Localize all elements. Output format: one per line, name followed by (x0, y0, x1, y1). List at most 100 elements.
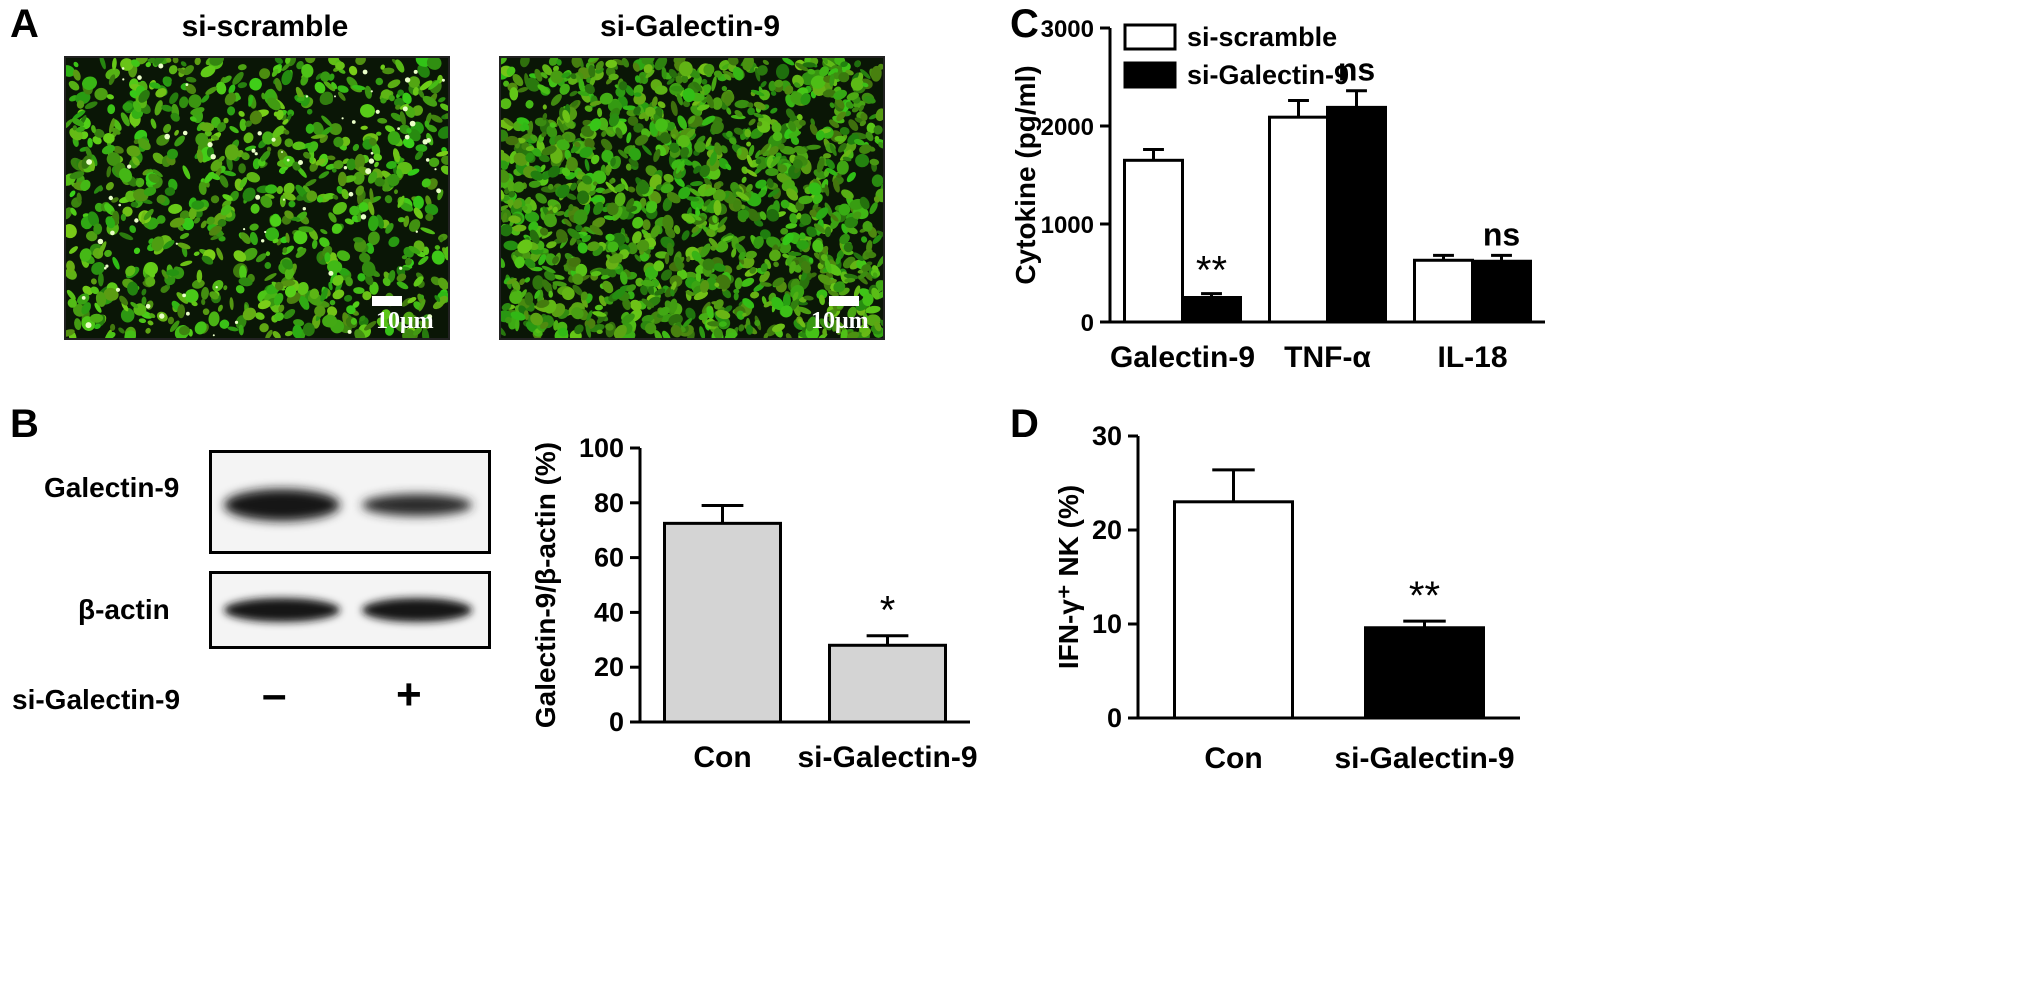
fluorescent-cell (624, 236, 630, 244)
bright-cell (255, 194, 261, 200)
fluorescent-cell (541, 131, 547, 138)
fluorescent-cell (712, 97, 723, 110)
fluorescent-cell (430, 114, 443, 123)
fluorescent-cell (321, 126, 333, 136)
fluorescent-cell (799, 119, 806, 126)
micrograph-right-title: si-Galectin-9 (599, 10, 781, 43)
bright-cell (175, 242, 178, 245)
scale-bar-left (372, 296, 402, 306)
fluorescent-cell (364, 274, 374, 286)
fluorescent-cell (399, 111, 406, 126)
fluorescent-cell (870, 65, 882, 82)
fluorescent-cell (279, 194, 286, 208)
fluorescent-cell (862, 293, 874, 307)
chart-c-significance-label: ns (1483, 216, 1520, 252)
fluorescent-cell (222, 194, 233, 201)
fluorescent-cell (872, 272, 878, 278)
fluorescent-cell (574, 324, 584, 335)
fluorescent-cell (73, 61, 79, 68)
fluorescent-cell (612, 206, 623, 221)
fluorescent-cell (846, 172, 856, 183)
chart-c-significance-label: ** (1196, 249, 1227, 293)
fluorescent-cell (662, 197, 673, 212)
fluorescent-cell (745, 183, 753, 193)
fluorescent-cell (782, 253, 790, 258)
fluorescent-cell (503, 240, 519, 251)
fluorescent-cell (645, 165, 658, 177)
fluorescent-cell (722, 235, 734, 242)
fluorescent-cell (271, 68, 279, 77)
fluorescent-cell (201, 286, 209, 300)
fluorescent-cell (862, 221, 873, 232)
fluorescent-cell (517, 239, 533, 254)
fluorescent-cell (789, 213, 798, 225)
fluorescent-cell (619, 271, 628, 285)
fluorescent-cell (677, 134, 690, 148)
fluorescent-cell (94, 323, 101, 330)
fluorescent-cell (407, 168, 420, 176)
fluorescent-cell (525, 100, 534, 109)
fluorescent-cell (843, 273, 859, 280)
fluorescent-cell (824, 226, 832, 238)
fluorescent-cell (386, 161, 397, 169)
fluorescent-cell (156, 194, 166, 204)
fluorescent-cell (690, 181, 703, 187)
fluorescent-cell (855, 153, 870, 168)
fluorescent-cell (146, 262, 156, 278)
chart-d-y-tick-label: 20 (1092, 515, 1122, 545)
fluorescent-cell (548, 58, 559, 66)
fluorescent-cell (228, 84, 236, 95)
fluorescent-cell (542, 112, 548, 121)
fluorescent-cell (829, 73, 835, 87)
fluorescent-cell (163, 123, 172, 134)
fluorescent-cell (775, 63, 790, 80)
fluorescent-cell (517, 87, 529, 93)
fluorescent-cell (174, 129, 179, 136)
fluorescent-cell (859, 120, 867, 127)
fluorescent-cell (346, 305, 356, 315)
chart-c-bar-galectin-9-si-galectin-9 (1181, 296, 1242, 324)
fluorescent-cell (681, 75, 689, 84)
fluorescent-cell (119, 295, 129, 306)
fluorescent-cell (528, 180, 541, 188)
fluorescent-cell (726, 130, 733, 138)
fluorescent-cell (700, 279, 710, 293)
fluorescent-cell (584, 158, 590, 172)
fluorescent-cell (640, 279, 655, 287)
fluorescent-cell (385, 223, 394, 234)
fluorescent-cell (201, 255, 214, 265)
fluorescent-cell (571, 100, 579, 107)
fluorescent-cell (309, 288, 320, 300)
fluorescent-cell (210, 135, 220, 141)
bright-cell (397, 127, 400, 130)
fluorescent-cell (838, 203, 851, 216)
fluorescent-cell (768, 80, 777, 92)
fluorescent-cell (836, 111, 846, 121)
fluorescent-cell (799, 213, 812, 226)
fluorescent-cell (93, 128, 105, 138)
fluorescent-cell (699, 164, 711, 178)
fluorescent-cell (305, 179, 317, 187)
fluorescent-cell (177, 225, 184, 232)
fluorescent-cell (105, 331, 116, 338)
fluorescent-cell (763, 301, 772, 308)
fluorescent-cell (331, 82, 338, 90)
fluorescent-cell (395, 59, 405, 73)
fluorescent-cell (359, 252, 371, 263)
fluorescent-cell (312, 121, 324, 136)
fluorescent-cell (346, 158, 357, 171)
fluorescent-cell (645, 201, 658, 214)
fluorescent-cell (167, 148, 178, 160)
bright-cell (302, 207, 306, 211)
fluorescent-cell (742, 256, 755, 269)
fluorescent-cell (501, 160, 509, 170)
fluorescent-cell (168, 203, 183, 214)
fluorescent-cell (402, 137, 415, 149)
bright-cell (404, 77, 411, 83)
fluorescent-cell (659, 132, 672, 144)
fluorescent-cell (122, 102, 133, 111)
fluorescent-cell (91, 261, 105, 275)
fluorescent-cell (747, 102, 754, 108)
fluorescent-cell (300, 74, 309, 86)
fluorescent-cell (216, 247, 224, 261)
